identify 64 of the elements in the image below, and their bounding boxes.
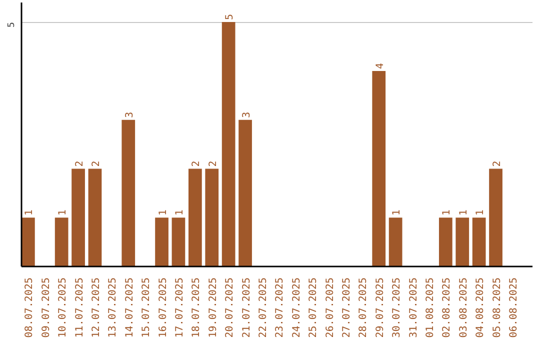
data-label: 1	[475, 210, 486, 216]
data-label: 2	[191, 160, 202, 167]
x-tick-label: 27.07.2025	[341, 277, 352, 338]
data-label: 4	[374, 62, 386, 69]
x-tick-label: 13.07.2025	[108, 277, 119, 338]
x-tick-label: 06.08.2025	[508, 277, 520, 338]
x-tick-label: 16.07.2025	[158, 277, 169, 338]
x-tick-label: 24.07.2025	[291, 277, 302, 338]
data-label: 5	[224, 14, 236, 20]
x-tick-label: 23.07.2025	[274, 277, 286, 338]
data-label: 1	[458, 210, 470, 216]
bar	[238, 120, 252, 266]
bar	[188, 168, 202, 266]
x-tick-label: 01.08.2025	[424, 277, 436, 338]
x-tick-label: 28.07.2025	[358, 277, 370, 338]
x-tick-label: 03.08.2025	[458, 277, 470, 338]
data-label: 1	[392, 210, 403, 216]
x-tick-label: 04.08.2025	[475, 277, 486, 338]
bar	[72, 168, 85, 266]
bar	[122, 120, 136, 266]
x-tick-label: 21.07.2025	[241, 277, 252, 338]
x-tick-label: 19.07.2025	[208, 277, 219, 338]
x-tick-label: 31.07.2025	[408, 277, 420, 338]
x-tick-label: 08.07.2025	[24, 277, 36, 338]
data-label: 3	[241, 112, 252, 118]
x-tick-label: 05.08.2025	[492, 277, 503, 338]
x-tick-label: 14.07.2025	[124, 277, 136, 338]
bar	[54, 218, 68, 266]
x-tick-label: 12.07.2025	[90, 277, 102, 338]
bar	[88, 168, 102, 266]
x-tick-label: 09.07.2025	[40, 277, 52, 338]
x-tick-label: 02.08.2025	[442, 277, 453, 338]
bar	[438, 218, 452, 266]
bar	[456, 218, 470, 266]
bar	[372, 70, 386, 266]
bar	[388, 218, 402, 266]
bar	[22, 218, 35, 266]
data-label: 1	[58, 210, 69, 216]
x-tick-label: 11.07.2025	[74, 277, 86, 338]
x-tick-label: 25.07.2025	[308, 277, 320, 338]
data-label: 3	[124, 112, 136, 118]
data-label: 1	[174, 210, 186, 216]
bar	[472, 218, 486, 266]
bar	[172, 218, 186, 266]
x-tick-label: 20.07.2025	[224, 277, 236, 338]
data-label: 1	[24, 210, 36, 216]
x-tick-label: 17.07.2025	[174, 277, 186, 338]
data-label: 2	[492, 160, 503, 167]
x-tick-label: 15.07.2025	[141, 277, 152, 338]
data-label: 2	[74, 160, 86, 167]
data-label: 2	[90, 160, 102, 167]
x-tick-label: 26.07.2025	[324, 277, 336, 338]
x-tick-label: 10.07.2025	[58, 277, 69, 338]
x-tick-label: 29.07.2025	[374, 277, 386, 338]
data-label: 2	[208, 160, 219, 167]
bar	[155, 218, 168, 266]
x-tick-label: 18.07.2025	[191, 277, 202, 338]
bar	[489, 168, 502, 266]
x-tick-label: 22.07.2025	[258, 277, 269, 338]
x-tick-label: 30.07.2025	[392, 277, 403, 338]
data-label: 1	[158, 210, 169, 216]
bar	[205, 168, 219, 266]
data-label: 1	[442, 210, 453, 216]
bar	[222, 22, 236, 266]
